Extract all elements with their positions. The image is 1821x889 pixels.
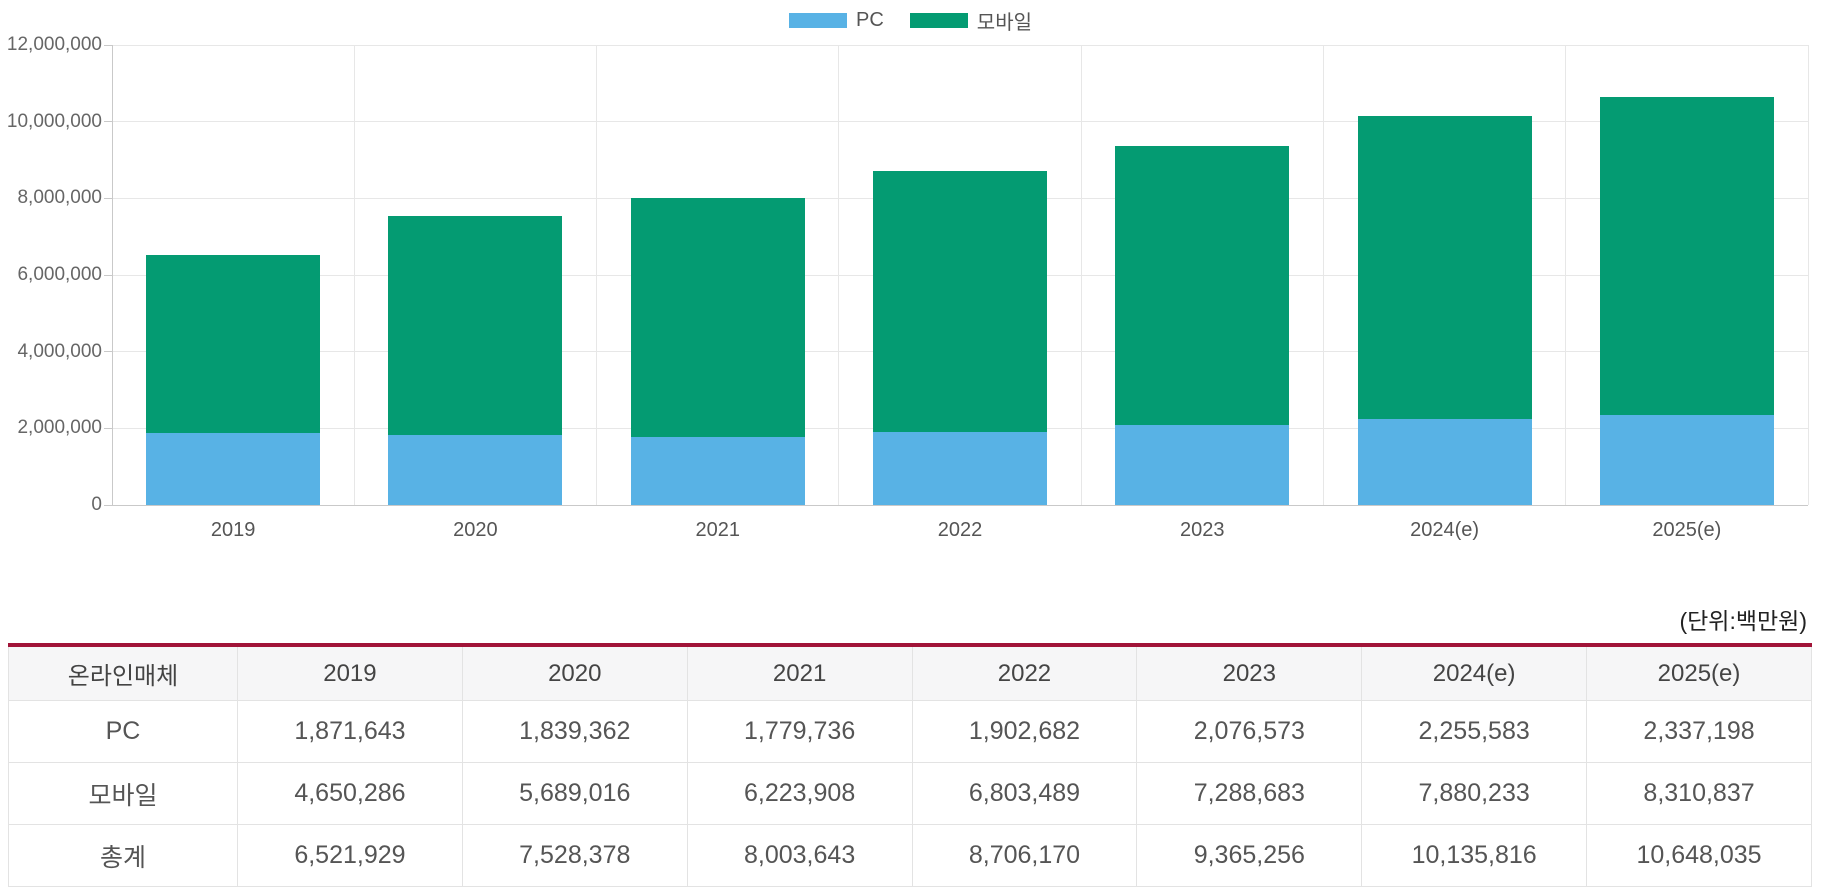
value-cell: 1,902,682 [911,700,1138,763]
bar-2023-pc[interactable] [1115,425,1290,505]
bar-2020-모바일[interactable] [388,216,563,435]
y-axis: 0 2,000,000 4,000,000 6,000,000 8,000,000 10,… [0,34,102,515]
y-tick [104,427,112,429]
bar-2024-e-모바일[interactable] [1357,116,1532,419]
y-tick-label: 4,000,000 [17,340,102,362]
header-cell-2022: 2022 [911,644,1138,701]
table-header: 온라인매체 2019 2020 2021 2022 2023 2024(e) 2025(e) [8,644,1812,701]
gridline-v [596,45,598,505]
value-cell: 8,003,643 [686,824,913,887]
value-cell: 8,706,170 [911,824,1138,887]
y-tick [104,274,112,276]
stacked-bar-chart: PC 모바일 0 2,000,000 4,000,000 6,000,000 8,000,… [0,6,1821,542]
bar-2019-모바일[interactable] [146,255,321,434]
y-tick-label: 12,000,000 [6,34,102,55]
legend-item-모바일[interactable]: 모바일 [909,6,1032,35]
value-cell: 1,871,643 [237,700,463,763]
gridline-h [112,121,1808,123]
x-tick-label: 2023 [1180,519,1225,541]
bar-2021-모바일[interactable] [630,198,805,437]
value-cell: 5,689,016 [461,762,688,825]
gridline-h [112,44,1808,46]
plot-area [104,44,1809,506]
value-cell: 8,310,837 [1586,762,1812,825]
value-cell: 7,288,683 [1136,762,1363,825]
bar-2021-pc[interactable] [630,436,805,505]
header-cell-2020: 2020 [461,644,688,701]
gridline-h [112,504,1808,506]
gridline-v [838,45,840,505]
bar-2025-e-모바일[interactable] [1599,96,1774,416]
value-cell: 2,337,198 [1586,700,1812,763]
x-tick-label: 2024(e) [1410,519,1480,541]
x-tick-label: 2020 [453,519,498,541]
value-cell: 7,528,378 [461,824,688,887]
value-cell: 1,839,362 [461,700,688,763]
value-cell: 7,880,233 [1361,762,1588,825]
y-tick [104,121,112,123]
data-table: 온라인매체 2019 2020 2021 2022 2023 2024(e) 2025(e) … [8,643,1812,887]
x-tick-label: 2021 [695,519,740,541]
value-cell: 6,803,489 [911,762,1138,825]
row-label: PC [8,700,238,763]
bar-2022-pc[interactable] [873,432,1047,505]
legend-item-pc[interactable]: PC [789,9,884,32]
y-tick-label: 0 [91,494,102,515]
gridline-v [1807,45,1809,505]
unit-note-row: (단위:백만원) [0,545,1821,643]
y-tick [104,44,112,46]
row-label: 총계 [8,824,238,887]
legend-swatch-모바일-icon [909,13,968,28]
value-cell: 10,135,816 [1361,824,1588,887]
table-row-pc: PC 1,871,643 1,839,362 1,779,736 1,902,682 2,… [8,700,1812,763]
value-cell: 2,076,573 [1136,700,1363,763]
bar-2020-pc[interactable] [388,434,563,505]
bar-2019-pc[interactable] [146,433,321,505]
y-tick-label: 8,000,000 [17,187,102,209]
y-tick [104,504,112,506]
legend-swatch-pc-icon [789,13,847,28]
chart-legend: PC 모바일 [0,6,1821,35]
gridline-v [1322,45,1324,505]
bar-2023-모바일[interactable] [1115,146,1290,426]
bar-2024-e-pc[interactable] [1357,418,1532,505]
x-tick-label: 2025(e) [1652,519,1722,541]
header-cell-2025-e: 2025(e) [1586,644,1812,701]
row-label: 모바일 [8,762,238,825]
unit-note: (단위:백만원) [1679,608,1807,634]
table-row-총계: 총계 6,521,929 7,528,378 8,003,643 8,706,170 9,… [8,824,1812,887]
bar-2022-모바일[interactable] [873,171,1047,433]
y-tick-label: 6,000,000 [17,264,102,285]
value-cell: 6,223,908 [686,762,913,825]
table-body: PC 1,871,643 1,839,362 1,779,736 1,902,682 2,… [8,700,1812,887]
y-tick-label: 2,000,000 [17,417,102,439]
x-axis: 2019 2020 2021 2022 2023 2024(e) 2025(e) [112,519,1808,542]
legend-label: 모바일 [976,12,1032,34]
header-cell-2019: 2019 [237,644,463,701]
header-cell-2021: 2021 [686,644,913,701]
value-cell: 6,521,929 [237,824,463,887]
gridline-v [1565,45,1567,505]
gridline-v [111,45,113,505]
y-tick [104,197,112,199]
gridline-v [1080,45,1082,505]
header-cell-2023: 2023 [1136,644,1363,701]
bar-2025-e-pc[interactable] [1599,415,1774,505]
value-cell: 2,255,583 [1361,700,1588,763]
header-cell-2024-e: 2024(e) [1361,644,1588,701]
value-cell: 1,779,736 [686,700,913,763]
x-tick-label: 2019 [210,519,256,541]
header-cell-label: 온라인매체 [8,644,238,701]
y-tick [104,351,112,353]
x-tick-label: 2022 [937,519,983,541]
value-cell: 9,365,256 [1136,824,1363,887]
y-tick-label: 10,000,000 [6,110,102,132]
gridline-v [353,45,355,505]
table-row-모바일: 모바일 4,650,286 5,689,016 6,223,908 6,803,489 7… [8,762,1812,825]
value-cell: 4,650,286 [237,762,463,825]
value-cell: 10,648,035 [1586,824,1812,887]
legend-label: PC [856,9,884,31]
